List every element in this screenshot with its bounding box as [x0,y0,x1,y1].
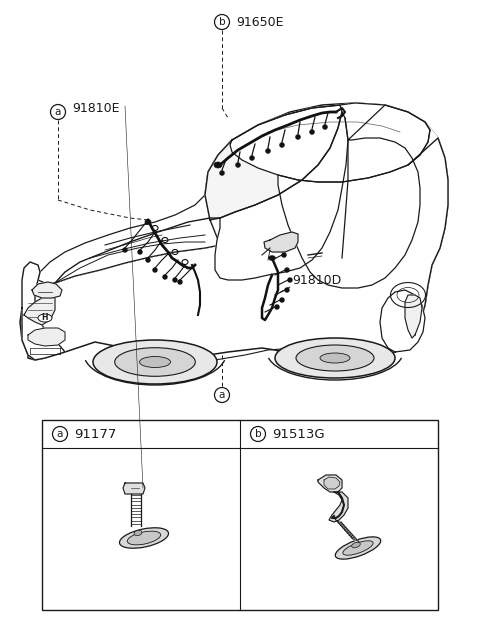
Circle shape [310,129,314,134]
Circle shape [123,248,127,252]
Polygon shape [264,232,298,252]
Circle shape [163,275,167,279]
Circle shape [173,278,177,282]
Polygon shape [20,103,448,362]
Polygon shape [405,295,422,338]
Polygon shape [230,103,430,182]
Text: H: H [42,313,48,323]
Polygon shape [28,328,65,346]
Circle shape [275,305,279,309]
Ellipse shape [214,162,222,168]
Polygon shape [278,122,448,352]
Text: 91810E: 91810E [72,102,120,114]
Circle shape [282,253,286,257]
Ellipse shape [134,531,142,536]
Circle shape [251,426,265,441]
Circle shape [178,280,182,284]
Ellipse shape [145,220,151,224]
Text: 91177: 91177 [74,428,116,440]
Polygon shape [215,112,348,280]
Text: b: b [255,429,261,439]
Circle shape [50,104,65,119]
Circle shape [215,387,229,403]
Circle shape [285,268,289,272]
Polygon shape [123,483,145,494]
Text: 91650E: 91650E [236,16,284,28]
Polygon shape [318,475,342,492]
Polygon shape [22,262,65,360]
Ellipse shape [120,528,168,548]
Circle shape [296,134,300,139]
Ellipse shape [343,541,373,555]
Circle shape [153,268,157,272]
Circle shape [288,278,292,282]
Text: a: a [57,429,63,439]
Ellipse shape [127,531,161,545]
Ellipse shape [336,537,381,559]
Circle shape [285,288,289,292]
Polygon shape [32,282,62,298]
Circle shape [323,124,327,129]
Ellipse shape [352,542,360,548]
Circle shape [219,170,225,175]
Polygon shape [380,290,425,352]
Polygon shape [335,519,359,542]
Bar [42,420,438,610]
Ellipse shape [93,340,217,384]
Ellipse shape [38,314,52,322]
Ellipse shape [275,338,395,378]
Circle shape [265,148,271,153]
Ellipse shape [268,256,276,261]
Polygon shape [329,492,348,522]
Ellipse shape [115,348,195,376]
Ellipse shape [140,357,170,367]
Ellipse shape [320,353,350,363]
Text: a: a [55,107,61,117]
Circle shape [279,143,285,148]
Polygon shape [24,296,55,325]
Circle shape [236,163,240,168]
Ellipse shape [296,345,374,371]
Text: b: b [219,17,225,27]
Text: a: a [219,390,225,400]
Polygon shape [38,195,220,283]
Circle shape [146,258,150,262]
Circle shape [52,426,68,441]
Circle shape [215,14,229,30]
Text: 91810D: 91810D [292,274,341,286]
Polygon shape [205,105,342,220]
Circle shape [138,250,142,254]
Circle shape [250,156,254,161]
Text: 91513G: 91513G [272,428,324,440]
Circle shape [280,298,284,302]
Polygon shape [324,477,340,489]
Polygon shape [278,105,430,288]
